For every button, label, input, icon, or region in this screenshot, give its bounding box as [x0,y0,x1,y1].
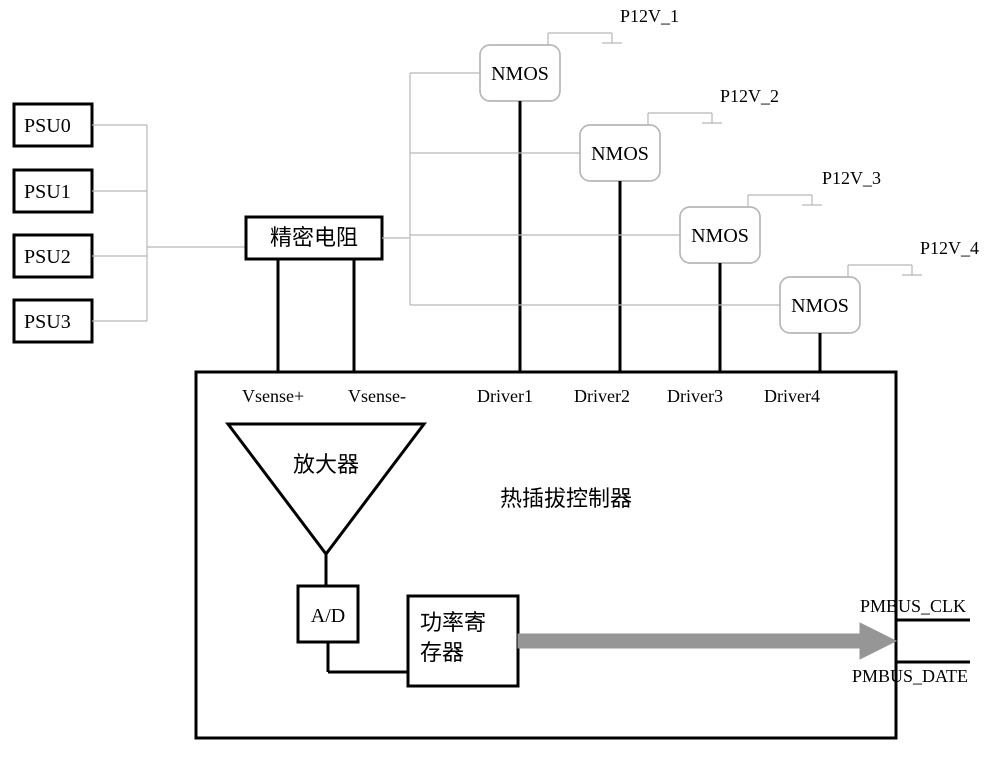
nmos-label-3: NMOS [791,295,849,317]
driver-label-1: Driver2 [574,386,630,406]
psu-label-3: PSU3 [24,311,71,333]
nmos-label-1: NMOS [591,143,649,165]
nmos-output-label-2: P12V_3 [822,168,881,188]
nmos-output-label-0: P12V_1 [620,6,679,26]
nmos-output-label-1: P12V_2 [720,86,779,106]
pmbus-date-label: PMBUS_DATE [852,666,968,686]
controller-title: 热插拔控制器 [500,486,632,511]
psu-label-1: PSU1 [24,181,71,203]
power-register-label-1: 功率寄 [420,610,486,635]
pmbus-clk-label: PMBUS_CLK [860,596,966,616]
precision-resistor-label: 精密电阻 [270,225,358,250]
nmos-output-label-3: P12V_4 [920,238,979,258]
ad-label: A/D [311,605,345,627]
driver-label-2: Driver3 [667,386,723,406]
power-register-label-2: 存器 [420,640,464,665]
vsense-minus-label: Vsense- [348,386,406,406]
vsense-plus-label: Vsense+ [242,386,304,406]
nmos-label-2: NMOS [691,225,749,247]
amplifier-label: 放大器 [293,452,359,477]
driver-label-0: Driver1 [477,386,533,406]
driver-label-3: Driver4 [764,386,820,406]
psu-label-0: PSU0 [24,115,71,137]
nmos-label-0: NMOS [491,63,549,85]
psu-label-2: PSU2 [24,246,71,268]
